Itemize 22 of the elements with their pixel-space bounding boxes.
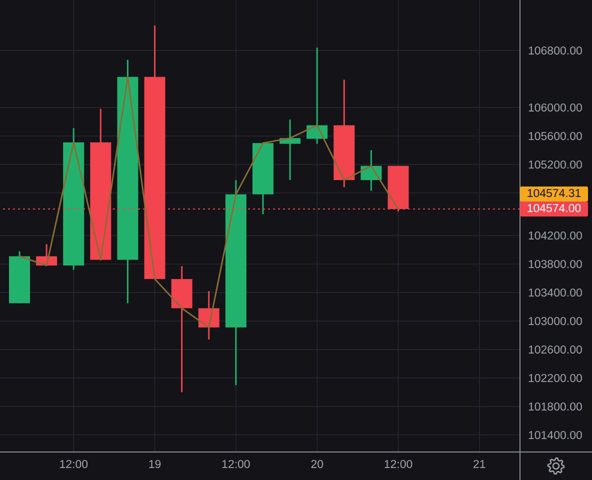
y-tick-label: 101800.00 (528, 402, 582, 414)
x-tick-label: 19 (148, 459, 162, 472)
x-tick-label: 20 (310, 459, 324, 472)
ref-line-label: 104574.00 (526, 202, 582, 215)
y-tick-label: 102200.00 (528, 373, 582, 386)
y-tick-label: 101400.00 (528, 430, 582, 442)
candlestick (280, 118, 301, 181)
y-tick-label: 103400.00 (528, 288, 582, 300)
y-tick-label: 106800.00 (528, 46, 582, 58)
x-tick-label: 12:00 (59, 459, 88, 472)
y-tick-label: 105200.00 (528, 160, 582, 172)
line-series (18, 76, 400, 328)
text: 104574.31 (526, 188, 582, 200)
y-tick-label: 102600.00 (528, 344, 582, 357)
y-tick-label: 106000.00 (528, 102, 582, 115)
x-tick-label: 21 (473, 459, 486, 472)
x-tick-label: 12:00 (222, 459, 250, 472)
y-tick-label: 104200.00 (528, 230, 582, 243)
x-tick-label: 12:00 (384, 459, 413, 472)
y-tick-label: 105600.00 (528, 131, 582, 144)
y-tick-label: 103000.00 (528, 316, 582, 328)
y-tick-label: 103800.00 (528, 259, 582, 272)
